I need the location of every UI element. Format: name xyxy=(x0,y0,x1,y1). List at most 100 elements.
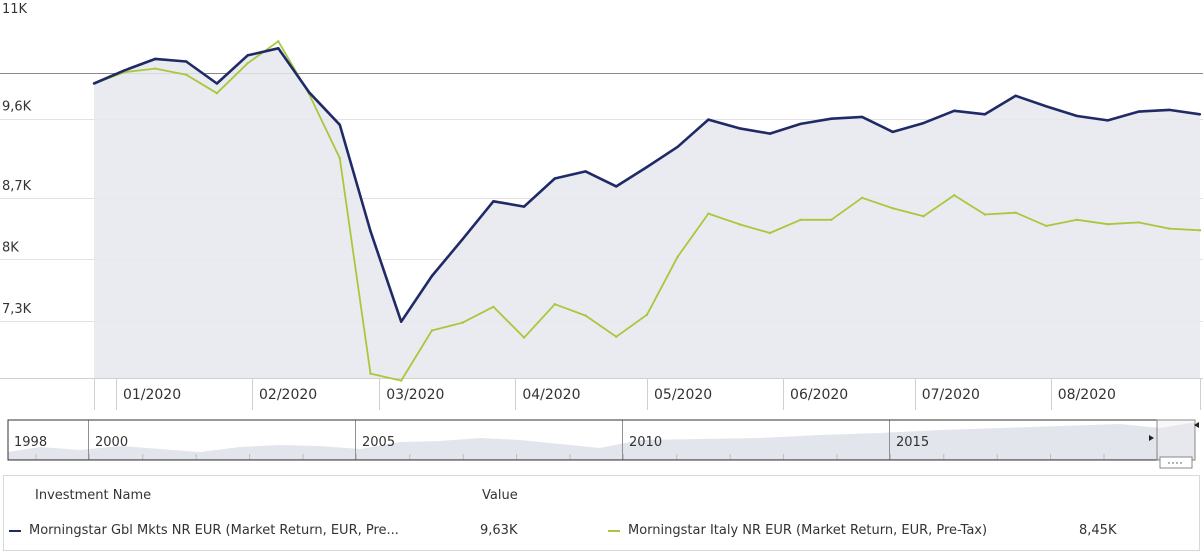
data-point xyxy=(1106,223,1110,226)
data-point xyxy=(1075,114,1079,118)
data-point xyxy=(1137,110,1140,113)
legend-row[interactable]: Morningstar Italy NR EUR (Market Return,… xyxy=(608,523,987,538)
data-point xyxy=(799,122,802,126)
data-point xyxy=(492,305,495,308)
data-point xyxy=(185,73,188,76)
x-tick-label: 08/2020 xyxy=(1058,387,1116,403)
data-point xyxy=(246,62,249,65)
legend-series-name: Morningstar Gbl Mkts NR EUR (Market Retu… xyxy=(29,523,399,538)
data-point xyxy=(553,303,556,306)
x-axis-labels: 01/2020 02/2020 03/2020 04/2020 05/2020 06/20… xyxy=(116,378,1116,410)
data-point xyxy=(215,92,219,95)
series-area xyxy=(94,48,1200,379)
data-point xyxy=(891,207,894,210)
navigator-year-labels: 1998 2000 2005 2010 2015 xyxy=(14,435,929,450)
data-point xyxy=(553,177,556,180)
data-point xyxy=(1168,108,1171,112)
data-point xyxy=(1106,119,1110,122)
y-axis-labels: 11K 9,6K 8,7K 8K 7,3K xyxy=(2,2,32,317)
data-point xyxy=(891,130,894,134)
navigator-year-label: 2005 xyxy=(362,435,395,450)
data-point xyxy=(277,40,280,43)
data-point xyxy=(953,194,956,197)
navigator-year-label: 2010 xyxy=(629,435,662,450)
legend-series-name: Morningstar Italy NR EUR (Market Return,… xyxy=(628,523,988,538)
navigator-year-label: 1998 xyxy=(14,435,47,450)
data-point xyxy=(1014,211,1017,214)
data-point xyxy=(400,320,403,323)
data-point xyxy=(522,205,526,208)
data-point xyxy=(154,57,157,61)
data-point xyxy=(1014,94,1017,98)
data-point xyxy=(277,47,280,50)
data-point xyxy=(492,200,495,203)
x-tick-label: 07/2020 xyxy=(922,387,980,403)
data-point xyxy=(1198,229,1202,232)
legend-header-name: Investment Name xyxy=(35,488,152,503)
data-point xyxy=(738,127,741,130)
data-point xyxy=(1045,105,1048,108)
data-point xyxy=(953,109,956,113)
data-point xyxy=(799,218,802,221)
data-point xyxy=(860,115,864,119)
data-point xyxy=(430,274,434,278)
data-point xyxy=(584,314,587,317)
data-point xyxy=(615,185,618,188)
y-tick-label: 11K xyxy=(2,2,28,17)
legend-row[interactable]: Morningstar Gbl Mkts NR EUR (Market Retu… xyxy=(9,523,399,538)
data-point xyxy=(676,255,679,258)
data-point xyxy=(922,121,925,125)
y-tick-label: 9,6K xyxy=(2,100,32,115)
x-tick-label: 05/2020 xyxy=(654,387,712,403)
navigator-year-label: 2015 xyxy=(896,435,929,450)
data-point xyxy=(185,60,188,63)
series-swatch-icon xyxy=(9,529,21,532)
data-point xyxy=(338,123,341,127)
navigator-window[interactable] xyxy=(7,419,1158,461)
data-point xyxy=(154,67,157,70)
series-lines xyxy=(92,40,1202,382)
data-point xyxy=(1198,113,1202,116)
data-point xyxy=(983,213,987,216)
data-point xyxy=(676,145,679,148)
data-point xyxy=(860,196,864,199)
y-tick-label: 8,7K xyxy=(2,179,32,194)
navigator-ticks xyxy=(35,420,1158,460)
y-tick-label: 8K xyxy=(2,240,19,255)
data-point xyxy=(400,379,403,382)
data-point xyxy=(369,372,372,375)
data-point xyxy=(246,54,249,57)
data-point xyxy=(430,329,434,332)
data-point xyxy=(707,118,710,121)
series-swatch-icon xyxy=(608,529,620,532)
data-point xyxy=(461,237,464,241)
data-point xyxy=(983,113,987,116)
data-point xyxy=(338,157,341,160)
navigator-year-label: 2000 xyxy=(95,435,128,450)
data-point xyxy=(645,313,649,316)
x-tick-label: 04/2020 xyxy=(522,387,580,403)
data-point xyxy=(1045,224,1048,228)
data-point xyxy=(369,230,372,233)
data-point xyxy=(123,69,126,72)
legend-table: Investment Name Value Morningstar Gbl Mk… xyxy=(3,475,1200,551)
data-point xyxy=(738,223,741,226)
data-point xyxy=(1075,218,1079,221)
area-fill xyxy=(94,48,1200,379)
navigator-left-arrow-icon[interactable] xyxy=(1194,422,1199,428)
legend-series-value: 8,45K xyxy=(1079,523,1117,538)
legend-header-value: Value xyxy=(482,488,518,503)
y-tick-label: 7,3K xyxy=(2,302,32,317)
x-tick-label: 02/2020 xyxy=(259,387,317,403)
data-point xyxy=(307,91,311,94)
navigator-right-arrow-icon[interactable] xyxy=(1149,435,1154,441)
data-point xyxy=(768,231,772,235)
data-point xyxy=(830,218,833,221)
data-point xyxy=(92,82,96,85)
x-tick-label: 01/2020 xyxy=(123,387,181,403)
data-point xyxy=(522,336,526,339)
data-point xyxy=(768,132,772,135)
range-navigator[interactable]: 1998 2000 2005 2010 2015 xyxy=(7,419,1199,469)
data-point xyxy=(830,117,833,120)
